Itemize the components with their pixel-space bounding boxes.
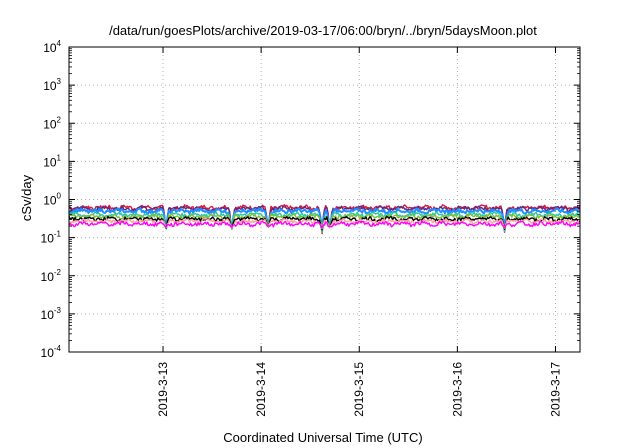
y-tick-exponent: 1	[57, 153, 62, 162]
y-tick-exponent: 2	[57, 115, 62, 124]
grid	[69, 47, 580, 352]
x-axis-title: Coordinated Universal Time (UTC)	[223, 430, 422, 445]
y-tick-exponent: 0	[57, 192, 62, 201]
y-tick-label: 102	[43, 115, 61, 131]
y-tick-label: 10-2	[41, 268, 62, 284]
y-axis-title: cSv/day	[19, 174, 34, 221]
x-tick-label: 2019-3-15	[352, 362, 366, 417]
y-tick-exponent: -2	[54, 268, 62, 277]
y-tick-exponent: 4	[57, 39, 62, 48]
y-tick-label: 10-4	[41, 344, 62, 360]
y-tick-exponent: -1	[54, 230, 62, 239]
y-tick-exponent: -4	[54, 344, 62, 353]
y-tick-base: 10	[41, 308, 55, 322]
series-line	[68, 217, 581, 230]
y-tick-base: 10	[43, 117, 57, 131]
y-tick-label: 101	[43, 153, 61, 169]
series-line	[68, 215, 581, 231]
y-tick-base: 10	[43, 41, 57, 55]
y-tick-base: 10	[41, 346, 55, 360]
series-layer	[68, 204, 581, 235]
series-line	[68, 220, 581, 229]
x-tick-label: 2019-3-13	[156, 362, 170, 417]
y-tick-base: 10	[43, 194, 57, 208]
y-tick-label: 103	[43, 77, 61, 93]
series-line	[68, 207, 581, 233]
y-tick-label: 10-1	[41, 230, 62, 246]
y-tick-base: 10	[41, 232, 55, 246]
x-tick-label: 2019-3-14	[254, 362, 268, 417]
x-tick-label: 2019-3-17	[548, 362, 562, 417]
y-tick-exponent: -3	[54, 306, 62, 315]
tick-layer: 10410310210110010-110-210-310-42019-3-13…	[41, 39, 580, 417]
y-tick-base: 10	[43, 155, 57, 169]
chart-title: /data/run/goesPlots/archive/2019-03-17/0…	[109, 23, 537, 38]
y-tick-label: 100	[43, 192, 61, 208]
y-tick-label: 10-3	[41, 306, 62, 322]
x-tick-label: 2019-3-16	[450, 362, 464, 417]
y-tick-base: 10	[41, 270, 55, 284]
y-tick-exponent: 3	[57, 77, 62, 86]
y-tick-base: 10	[43, 79, 57, 93]
y-tick-label: 104	[43, 39, 61, 55]
